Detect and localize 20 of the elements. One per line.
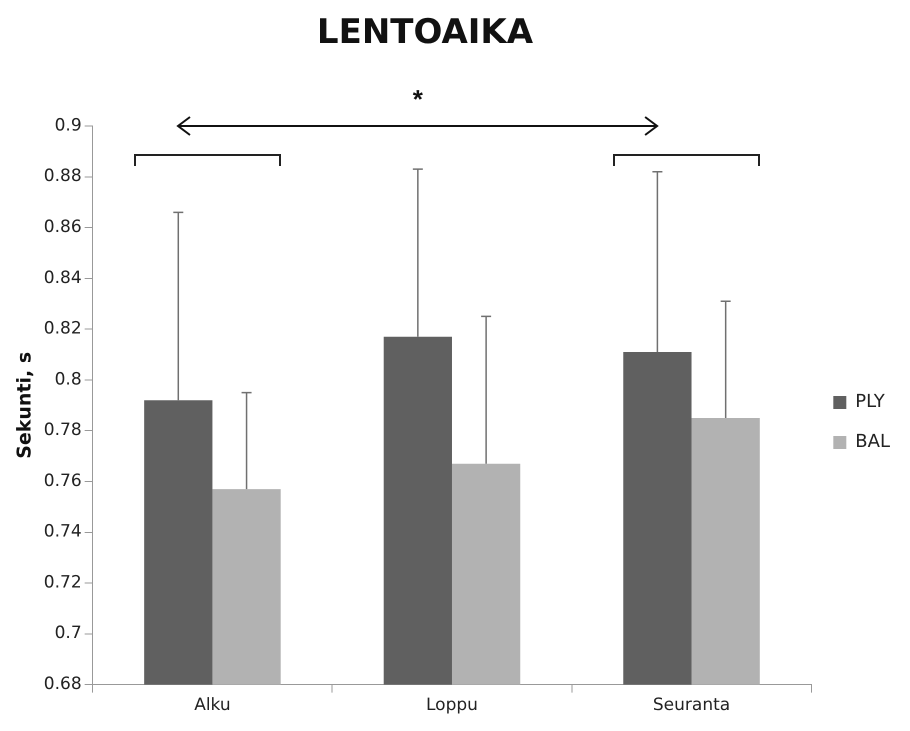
- y-tick-label: 0.9: [54, 115, 82, 136]
- legend-label: PLY: [855, 391, 886, 412]
- y-tick-label: 0.72: [44, 572, 82, 592]
- y-tick-label: 0.84: [44, 268, 82, 288]
- y-tick-label: 0.74: [44, 522, 82, 542]
- y-tick-label: 0.7: [54, 623, 82, 644]
- y-tick-label: 0.88: [44, 166, 82, 186]
- y-tick-label: 0.78: [44, 420, 82, 440]
- y-tick-label: 0.86: [44, 216, 82, 237]
- y-axis-title: Sekunti, s: [13, 352, 36, 459]
- y-tick-label: 0.8: [54, 369, 82, 390]
- y-tick-label: 0.82: [44, 318, 82, 339]
- y-tick-label: 0.76: [44, 470, 82, 491]
- y-tick-label: 0.68: [44, 674, 82, 694]
- legend-label: BAL: [855, 431, 890, 452]
- x-tick-label: Seuranta: [652, 695, 730, 716]
- x-tick-label: Alku: [194, 695, 231, 716]
- chart-title: LENTOAIKA: [316, 12, 534, 52]
- x-tick-label: Loppu: [426, 695, 478, 716]
- text: *: [412, 84, 423, 115]
